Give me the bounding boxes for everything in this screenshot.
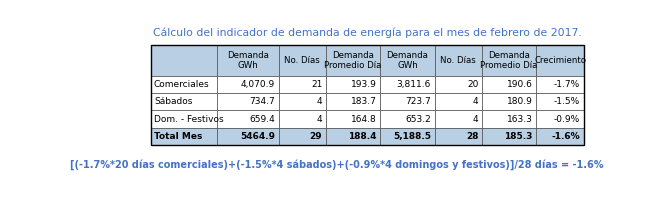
Text: 723.7: 723.7 bbox=[405, 97, 431, 106]
Text: 4: 4 bbox=[473, 115, 478, 124]
Text: Sábados: Sábados bbox=[154, 97, 193, 106]
Text: 4: 4 bbox=[317, 115, 323, 124]
Bar bbox=[435, 128, 482, 145]
Text: Crecimiento: Crecimiento bbox=[534, 56, 586, 65]
Bar bbox=[279, 45, 326, 76]
Bar bbox=[151, 128, 217, 145]
Text: 29: 29 bbox=[309, 132, 323, 141]
Text: 163.3: 163.3 bbox=[507, 115, 533, 124]
Bar bbox=[380, 128, 435, 145]
Text: Demanda
GWh: Demanda GWh bbox=[227, 51, 269, 70]
Text: -1.7%: -1.7% bbox=[554, 80, 580, 89]
Bar bbox=[482, 110, 536, 128]
Text: 4: 4 bbox=[473, 97, 478, 106]
Text: 734.7: 734.7 bbox=[249, 97, 275, 106]
Bar bbox=[217, 45, 279, 76]
Bar bbox=[380, 110, 435, 128]
Text: Demanda
Promedio Día: Demanda Promedio Día bbox=[480, 51, 538, 70]
Text: 193.9: 193.9 bbox=[351, 80, 376, 89]
Bar bbox=[536, 128, 583, 145]
Bar bbox=[326, 45, 380, 76]
Text: 653.2: 653.2 bbox=[405, 115, 431, 124]
Text: 183.7: 183.7 bbox=[351, 97, 376, 106]
Bar bbox=[217, 93, 279, 110]
Bar bbox=[279, 76, 326, 93]
Text: 185.3: 185.3 bbox=[505, 132, 533, 141]
Bar bbox=[151, 93, 217, 110]
Text: 28: 28 bbox=[466, 132, 478, 141]
Bar bbox=[380, 45, 435, 76]
Bar bbox=[279, 110, 326, 128]
Text: 164.8: 164.8 bbox=[351, 115, 376, 124]
Text: 4,070.9: 4,070.9 bbox=[240, 80, 275, 89]
Text: 180.9: 180.9 bbox=[507, 97, 533, 106]
Bar bbox=[482, 76, 536, 93]
Bar bbox=[151, 45, 217, 76]
Bar bbox=[217, 128, 279, 145]
Bar bbox=[217, 76, 279, 93]
Text: -1.5%: -1.5% bbox=[554, 97, 580, 106]
Text: 3,811.6: 3,811.6 bbox=[397, 80, 431, 89]
Bar bbox=[435, 110, 482, 128]
Bar bbox=[536, 76, 583, 93]
Text: Cálculo del indicador de demanda de energía para el mes de febrero de 2017.: Cálculo del indicador de demanda de ener… bbox=[153, 28, 581, 38]
Bar bbox=[435, 45, 482, 76]
Text: 20: 20 bbox=[467, 80, 478, 89]
Bar bbox=[279, 128, 326, 145]
Bar bbox=[380, 76, 435, 93]
Bar bbox=[151, 45, 583, 145]
Bar bbox=[482, 45, 536, 76]
Text: 4: 4 bbox=[317, 97, 323, 106]
Text: 21: 21 bbox=[311, 80, 323, 89]
Bar bbox=[482, 93, 536, 110]
Bar bbox=[536, 93, 583, 110]
Bar bbox=[435, 93, 482, 110]
Text: -0.9%: -0.9% bbox=[554, 115, 580, 124]
Bar bbox=[536, 45, 583, 76]
Text: Demanda
GWh: Demanda GWh bbox=[386, 51, 428, 70]
Bar bbox=[380, 93, 435, 110]
Text: Dom. - Festivos: Dom. - Festivos bbox=[154, 115, 223, 124]
Text: Total Mes: Total Mes bbox=[154, 132, 202, 141]
Text: 5464.9: 5464.9 bbox=[240, 132, 275, 141]
Text: Demanda
Promedio Día: Demanda Promedio Día bbox=[325, 51, 382, 70]
Bar bbox=[151, 76, 217, 93]
Bar bbox=[326, 128, 380, 145]
Text: [(-1.7%*20 días comerciales)+(-1.5%*4 sábados)+(-0.9%*4 domingos y festivos)]/28: [(-1.7%*20 días comerciales)+(-1.5%*4 sá… bbox=[70, 159, 604, 170]
Text: No. Días: No. Días bbox=[440, 56, 476, 65]
Text: 190.6: 190.6 bbox=[507, 80, 533, 89]
Text: 659.4: 659.4 bbox=[249, 115, 275, 124]
Bar bbox=[326, 110, 380, 128]
Text: 188.4: 188.4 bbox=[348, 132, 376, 141]
Text: Comerciales: Comerciales bbox=[154, 80, 210, 89]
Bar bbox=[482, 128, 536, 145]
Bar bbox=[326, 76, 380, 93]
Bar bbox=[326, 93, 380, 110]
Bar bbox=[279, 93, 326, 110]
Bar bbox=[536, 110, 583, 128]
Bar bbox=[151, 110, 217, 128]
Text: -1.6%: -1.6% bbox=[551, 132, 580, 141]
Bar bbox=[217, 110, 279, 128]
Text: 5,188.5: 5,188.5 bbox=[393, 132, 431, 141]
Bar bbox=[435, 76, 482, 93]
Text: No. Días: No. Días bbox=[284, 56, 320, 65]
